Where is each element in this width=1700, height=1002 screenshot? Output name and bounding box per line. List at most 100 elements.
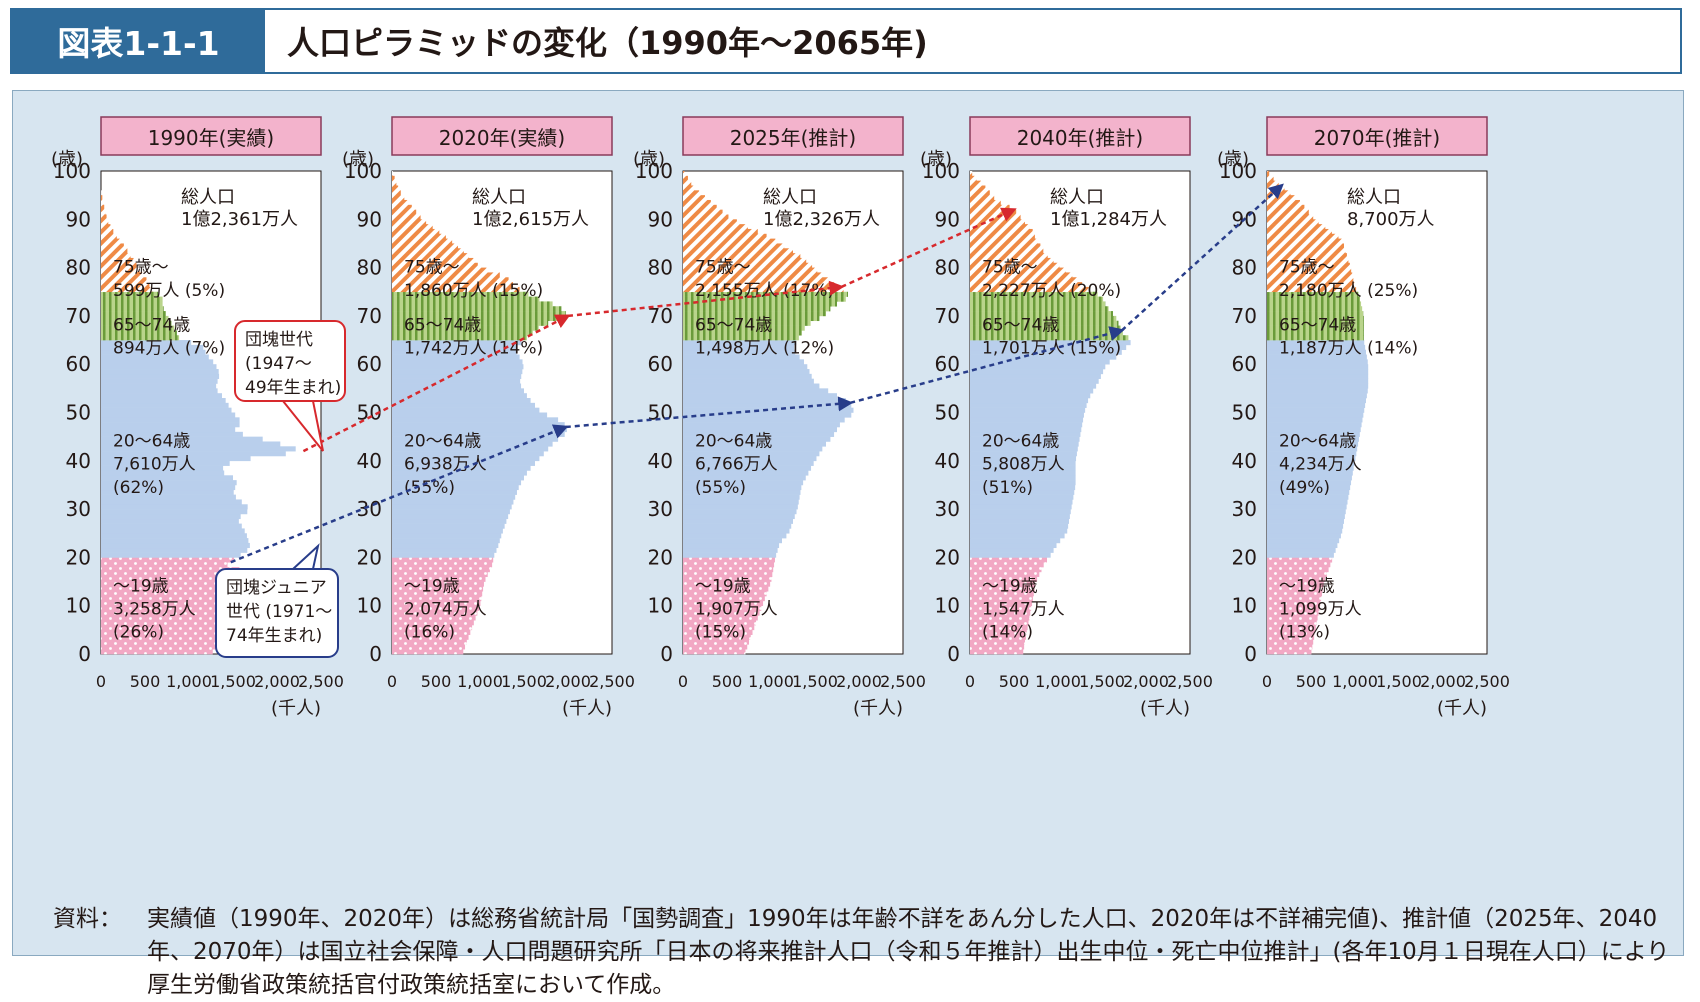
age-bar	[970, 533, 1065, 538]
age-bar	[683, 195, 705, 200]
x-tick-label: 2,500	[589, 672, 635, 691]
age-bar	[683, 384, 819, 389]
age-bar	[683, 205, 717, 210]
age-bar	[101, 524, 242, 529]
age-bar	[1267, 374, 1368, 379]
age-bar	[1267, 504, 1347, 509]
age-bar	[683, 519, 793, 524]
age-bar	[1267, 538, 1339, 543]
age-bar	[392, 229, 439, 234]
age-bar	[392, 171, 393, 176]
group-label: 3,258万人	[113, 600, 196, 620]
y-tick-label: 80	[66, 256, 91, 280]
group-label: 20～64歳	[404, 431, 481, 451]
age-bar	[970, 379, 1099, 384]
age-bar	[683, 229, 758, 234]
age-bar	[392, 379, 520, 384]
total-value: 8,700万人	[1347, 209, 1435, 230]
y-tick-label: 30	[935, 497, 960, 521]
y-tick-label: 20	[648, 545, 673, 569]
group-label: 6,766万人	[695, 455, 778, 475]
callout-text: 世代 (1971～	[226, 602, 332, 622]
age-bar	[970, 234, 1035, 239]
age-bar	[683, 393, 837, 398]
group-label: (62%)	[113, 478, 164, 498]
age-bar	[101, 408, 232, 413]
y-tick-label: 60	[357, 352, 382, 376]
y-tick-label: 100	[344, 159, 382, 183]
x-tick-label: 2,500	[1464, 672, 1510, 691]
age-bar	[1267, 176, 1274, 181]
group-label: 1,907万人	[695, 600, 778, 620]
group-label: 2,227万人 (20%)	[982, 281, 1121, 301]
total-label: 総人口	[1347, 187, 1401, 208]
y-tick-label: 10	[1232, 594, 1257, 618]
group-label: 1,099万人	[1279, 600, 1362, 620]
age-bar	[970, 195, 994, 200]
age-bar	[392, 499, 513, 504]
x-tick-label: 500	[999, 672, 1030, 691]
age-bar	[392, 384, 521, 389]
age-bar	[1267, 379, 1368, 384]
age-bar	[392, 538, 500, 543]
pyramid-4: 2070年(推計)(歳)010203040506070809010005001,…	[1217, 117, 1510, 719]
age-bar	[970, 219, 1025, 224]
age-bar	[392, 533, 501, 538]
age-bar	[101, 379, 218, 384]
age-bar	[392, 413, 547, 418]
age-bar	[392, 528, 503, 533]
x-tick-label: 0	[387, 672, 397, 691]
age-bar	[101, 219, 108, 224]
age-bar	[1267, 229, 1332, 234]
age-bar	[683, 524, 791, 529]
x-tick-label: 2,500	[1167, 672, 1213, 691]
age-bar	[392, 306, 561, 311]
age-bar	[1267, 388, 1368, 393]
group-label: 65～74歳	[113, 316, 190, 336]
y-tick-label: 40	[66, 449, 91, 473]
age-bar	[970, 514, 1070, 519]
age-bar	[392, 548, 497, 553]
age-bar	[683, 224, 748, 229]
y-tick-label: 0	[1244, 642, 1257, 666]
total-label: 総人口	[472, 187, 526, 208]
source-lead: 資料：	[53, 903, 122, 936]
age-bar	[683, 181, 691, 186]
age-bar	[1267, 205, 1304, 210]
age-bar	[683, 374, 812, 379]
age-bar	[392, 422, 565, 427]
age-bar	[1267, 398, 1366, 403]
age-bar	[101, 359, 213, 364]
age-bar	[970, 649, 1023, 654]
group-label: (16%)	[404, 623, 455, 643]
age-bar	[970, 384, 1096, 389]
age-bar	[970, 403, 1087, 408]
age-bar	[970, 214, 1021, 219]
age-bar	[392, 557, 493, 562]
age-bar	[392, 509, 510, 514]
age-bar	[683, 234, 767, 239]
x-tick-label: 1,500	[792, 672, 838, 691]
age-bar	[1267, 519, 1344, 524]
age-bar	[1267, 224, 1325, 229]
age-bar	[392, 200, 408, 205]
age-bar	[1267, 301, 1361, 306]
age-bar	[101, 374, 219, 379]
age-bar	[970, 181, 981, 186]
group-label: (55%)	[695, 478, 746, 498]
y-tick-label: 60	[1232, 352, 1257, 376]
age-bar	[392, 543, 498, 548]
y-tick-label: 40	[648, 449, 673, 473]
group-label: 1,498万人 (12%)	[695, 339, 834, 359]
age-bar	[1267, 408, 1364, 413]
y-tick-label: 0	[947, 642, 960, 666]
age-bar	[392, 210, 416, 215]
y-tick-label: 10	[66, 594, 91, 618]
age-bar	[392, 398, 531, 403]
age-bar	[683, 649, 745, 654]
age-bar	[101, 417, 240, 422]
y-tick-label: 100	[1219, 159, 1257, 183]
group-label: 20～64歳	[113, 431, 190, 451]
age-bar	[970, 369, 1103, 374]
